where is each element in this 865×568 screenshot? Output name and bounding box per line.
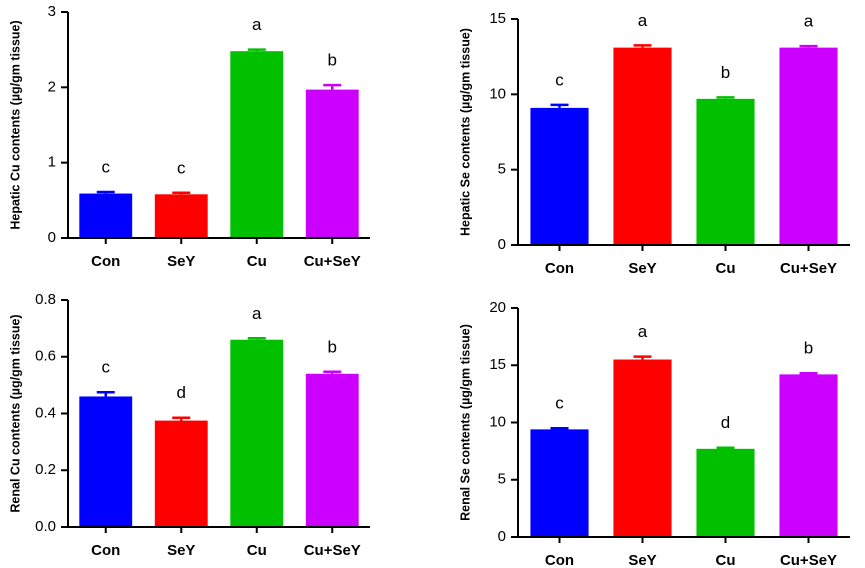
x-tick-label: Con [91, 253, 120, 270]
significance-letter: d [177, 383, 186, 402]
x-tick-label: Cu+SeY [304, 253, 361, 270]
error-bar [96, 390, 115, 397]
significance-letter: a [638, 11, 648, 30]
y-tick-label: 2 [48, 78, 56, 95]
x-tick-label: Cu+SeY [304, 542, 361, 559]
bar [696, 448, 755, 537]
bar [79, 396, 133, 527]
x-tick-label: Con [91, 542, 120, 559]
significance-letter: c [102, 358, 111, 377]
x-tick-label: SeY [628, 260, 656, 277]
bar [230, 339, 284, 527]
bar [779, 374, 838, 537]
x-tick-label: Cu [716, 552, 736, 568]
significance-letter: c [102, 158, 111, 177]
y-tick-label: 15 [489, 356, 506, 373]
bar [613, 359, 672, 537]
x-tick-label: Con [545, 552, 574, 568]
significance-letter: c [555, 70, 564, 89]
bar [530, 107, 589, 245]
significance-letter: b [328, 337, 337, 356]
y-tick-label: 0.0 [35, 518, 56, 535]
bar [305, 373, 359, 527]
error-bar [799, 372, 818, 375]
significance-letter: b [721, 63, 730, 82]
y-axis-label: Hepatic Se contents (µg/gm tissue) [458, 28, 472, 236]
y-tick-label: 0 [498, 236, 506, 253]
bar [305, 89, 359, 239]
error-bar [323, 370, 342, 374]
y-tick-label: 0.4 [35, 404, 56, 421]
bar [230, 51, 284, 238]
y-tick-label: 1 [48, 154, 56, 171]
y-tick-label: 3 [48, 3, 56, 20]
error-bar [247, 48, 266, 52]
significance-letter: a [804, 12, 814, 31]
error-bar [323, 83, 342, 90]
error-bar [799, 44, 818, 48]
error-bar [716, 96, 735, 99]
x-tick-label: Cu [716, 260, 736, 277]
error-bar [96, 190, 115, 194]
bar [154, 420, 208, 527]
x-tick-label: SeY [167, 253, 195, 270]
significance-letter: a [252, 304, 262, 323]
significance-letter: b [328, 51, 337, 70]
error-bar [716, 446, 735, 449]
x-tick-label: Con [545, 260, 574, 277]
error-bar [550, 103, 569, 108]
y-axis-label: Renal Cu contents (µg/gm tissue) [8, 314, 22, 512]
error-bar [550, 426, 569, 430]
significance-letter: c [177, 158, 186, 177]
bar [696, 98, 755, 245]
bar [779, 47, 838, 246]
y-tick-label: 5 [498, 471, 506, 488]
x-tick-label: SeY [628, 552, 656, 568]
y-tick-label: 0 [498, 528, 506, 545]
bar [613, 47, 672, 246]
x-tick-label: Cu [247, 253, 267, 270]
y-tick-label: 0 [48, 229, 56, 246]
significance-letter: a [252, 15, 262, 34]
y-tick-label: 15 [489, 10, 506, 27]
y-tick-label: 10 [489, 85, 506, 102]
x-tick-label: SeY [167, 542, 195, 559]
bar [79, 193, 133, 238]
significance-letter: c [555, 394, 564, 413]
error-bar [633, 44, 652, 48]
y-axis-label: Renal Se contents (µg/gm tissue) [458, 324, 472, 521]
error-bar [633, 355, 652, 360]
y-tick-label: 20 [489, 299, 506, 316]
x-tick-label: Cu+SeY [780, 552, 837, 568]
error-bar [172, 191, 191, 195]
x-tick-label: Cu [247, 542, 267, 559]
error-bar [172, 416, 191, 421]
x-tick-label: Cu+SeY [780, 260, 837, 277]
y-axis-label: Hepatic Cu contents (µg/gm tissue) [8, 20, 22, 229]
bar [154, 194, 208, 238]
y-tick-label: 0.6 [35, 348, 56, 365]
y-tick-label: 0.2 [35, 461, 56, 478]
error-bar [247, 337, 266, 340]
y-tick-label: 5 [498, 161, 506, 178]
y-tick-label: 10 [489, 413, 506, 430]
significance-letter: a [638, 322, 648, 341]
significance-letter: b [804, 339, 813, 358]
y-tick-label: 0.8 [35, 291, 56, 308]
significance-letter: d [721, 413, 730, 432]
bar [530, 429, 589, 537]
